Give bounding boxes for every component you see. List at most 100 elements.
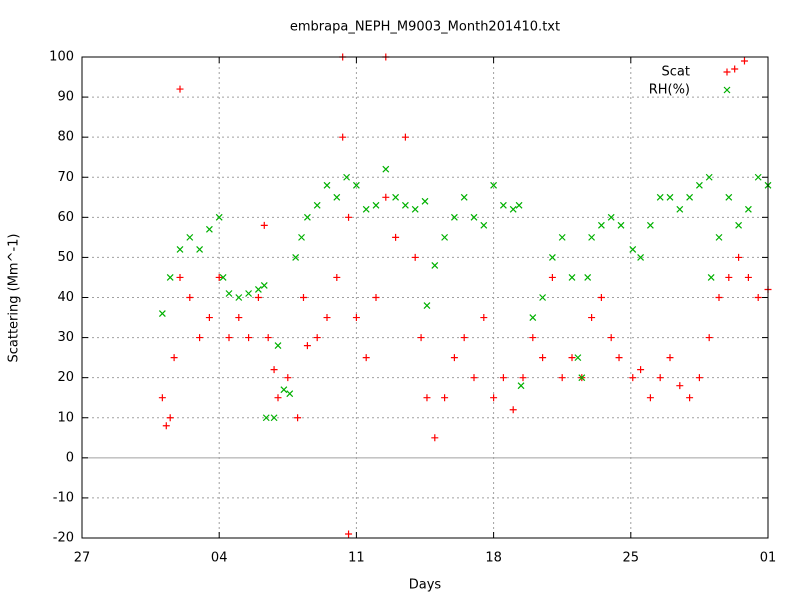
x-tick-label: 01 bbox=[760, 551, 777, 566]
point bbox=[313, 201, 321, 209]
point bbox=[423, 302, 431, 309]
chart-title: embrapa_NEPH_M9003_Month201410.txt bbox=[290, 20, 560, 35]
y-axis-label: Scattering (Mm^-1) bbox=[7, 233, 22, 362]
legend-marker bbox=[723, 86, 731, 94]
point bbox=[323, 181, 331, 189]
point bbox=[196, 245, 204, 253]
point bbox=[170, 354, 178, 362]
point bbox=[176, 85, 184, 93]
point bbox=[345, 530, 353, 538]
series-0 bbox=[158, 53, 772, 538]
point bbox=[225, 290, 233, 297]
point bbox=[303, 213, 311, 221]
point bbox=[607, 213, 615, 221]
point bbox=[260, 282, 268, 289]
point bbox=[584, 274, 592, 281]
point bbox=[646, 221, 654, 229]
point bbox=[480, 314, 488, 322]
point bbox=[176, 273, 184, 281]
y-tick-label: 90 bbox=[57, 90, 74, 105]
y-tick-label: 20 bbox=[57, 370, 74, 385]
point bbox=[588, 314, 596, 322]
point bbox=[517, 382, 525, 390]
point bbox=[539, 354, 547, 362]
point bbox=[382, 193, 390, 201]
point bbox=[499, 374, 507, 382]
point bbox=[740, 57, 748, 65]
point bbox=[280, 386, 288, 394]
point bbox=[450, 354, 458, 362]
point bbox=[744, 205, 752, 213]
point bbox=[215, 213, 223, 221]
y-tick-label: 40 bbox=[57, 290, 74, 305]
point bbox=[417, 334, 425, 342]
point bbox=[705, 173, 713, 181]
point bbox=[568, 274, 576, 281]
point bbox=[676, 382, 684, 390]
point bbox=[401, 133, 409, 141]
point bbox=[254, 286, 262, 293]
point bbox=[270, 414, 278, 422]
y-tick-label: -20 bbox=[53, 531, 74, 546]
point bbox=[292, 253, 300, 261]
point bbox=[286, 390, 294, 398]
point bbox=[303, 342, 311, 350]
point bbox=[509, 205, 517, 213]
point bbox=[431, 262, 439, 269]
point bbox=[529, 334, 537, 342]
x-tick-label: 27 bbox=[74, 551, 91, 566]
point bbox=[176, 245, 184, 253]
point bbox=[401, 201, 409, 209]
point bbox=[298, 233, 305, 241]
point bbox=[470, 213, 478, 221]
point bbox=[219, 274, 227, 281]
legend-marker bbox=[723, 68, 731, 76]
point bbox=[362, 205, 370, 213]
point bbox=[597, 221, 605, 229]
point bbox=[423, 394, 431, 402]
point bbox=[392, 233, 400, 241]
point bbox=[615, 354, 623, 362]
point bbox=[441, 233, 449, 241]
point bbox=[509, 406, 517, 414]
point bbox=[299, 294, 307, 301]
point bbox=[215, 273, 223, 281]
point bbox=[323, 314, 331, 322]
point bbox=[715, 233, 723, 241]
point bbox=[339, 133, 347, 141]
point bbox=[725, 193, 733, 201]
point bbox=[382, 165, 390, 173]
point bbox=[186, 294, 194, 301]
point bbox=[558, 374, 566, 382]
point bbox=[196, 334, 204, 342]
point bbox=[362, 354, 370, 362]
y-tick-label: 30 bbox=[57, 330, 74, 345]
point bbox=[343, 173, 351, 181]
point bbox=[666, 193, 674, 201]
point bbox=[578, 374, 586, 382]
point bbox=[166, 274, 174, 281]
point bbox=[754, 173, 762, 181]
point bbox=[460, 193, 468, 201]
point bbox=[158, 310, 166, 317]
point bbox=[548, 273, 556, 281]
point bbox=[294, 414, 302, 422]
point bbox=[450, 213, 458, 221]
point bbox=[705, 334, 713, 342]
point bbox=[499, 201, 507, 209]
point bbox=[695, 374, 703, 382]
point bbox=[656, 193, 664, 201]
point bbox=[186, 233, 194, 241]
point bbox=[686, 394, 694, 402]
point bbox=[519, 374, 527, 382]
point bbox=[431, 434, 439, 442]
x-axis-label: Days bbox=[409, 578, 442, 593]
point bbox=[715, 294, 723, 301]
x-tick-label: 25 bbox=[623, 551, 640, 566]
point bbox=[637, 253, 645, 261]
point bbox=[629, 374, 637, 382]
point bbox=[352, 314, 360, 322]
point bbox=[166, 414, 174, 422]
y-tick-label: 80 bbox=[57, 130, 74, 145]
point bbox=[490, 181, 498, 189]
